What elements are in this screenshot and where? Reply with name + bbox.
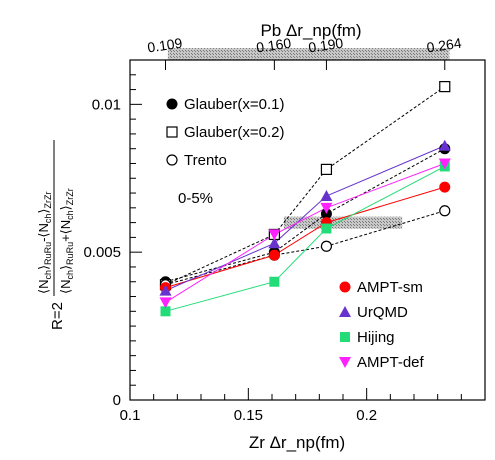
data-point: [320, 202, 333, 214]
top-tick-label: 0.109: [146, 35, 183, 56]
data-point: [439, 205, 451, 217]
x-tick-label: 0.2: [356, 407, 377, 424]
legend-label: AMPT-sm: [357, 279, 423, 296]
legend-marker: [340, 332, 350, 342]
plot-frame: [129, 59, 486, 401]
x-tick-label: 0.1: [120, 407, 141, 424]
top-tick-label: 0.190: [307, 35, 344, 56]
series-line-hijing: [165, 165, 445, 312]
systematic-band-1: [283, 216, 403, 229]
top-tick-label: 0.264: [426, 35, 463, 56]
data-point: [438, 158, 451, 170]
systematic-band-0: [167, 48, 450, 61]
data-point: [159, 297, 172, 309]
data-point: [160, 306, 171, 317]
legend-label: Trento: [184, 152, 227, 169]
y-tick-label: 0.005: [83, 244, 121, 261]
data-point: [269, 276, 280, 287]
legend-marker: [339, 357, 351, 368]
legend-marker: [166, 126, 178, 138]
series-line-urqmd: [165, 145, 445, 292]
legend-marker: [339, 306, 351, 317]
series-line-glauber-x-0-2-: [165, 86, 446, 286]
legend-marker: [166, 98, 178, 110]
top-tick-label: 0.160: [255, 35, 292, 56]
legend-label: Hijing: [357, 329, 395, 346]
svg-text:R=2: R=2: [49, 302, 66, 330]
legend-label: Glauber(x=0.2): [184, 124, 284, 141]
legend-marker: [166, 154, 178, 166]
y-axis-label: R=2 ⟨Nch⟩RuRu-⟨Nch⟩ZrZr ⟨Nch⟩RuRu+⟨Nch⟩Z…: [36, 140, 75, 330]
top-axis-label: Pb Δr_np(fm): [260, 21, 361, 40]
legend-marker: [339, 281, 351, 293]
data-point: [320, 240, 333, 252]
data-point: [320, 163, 333, 175]
series-line-ampt-sm: [165, 186, 445, 289]
legend-label: AMPT-def: [357, 354, 425, 371]
y-tick-label: 0: [113, 392, 121, 409]
legend-label: UrQMD: [357, 304, 408, 321]
data-point: [439, 81, 451, 93]
data-point: [438, 139, 451, 151]
y-tick-label: 0.01: [92, 96, 121, 113]
svg-text:⟨Nch⟩RuRu-⟨Nch⟩ZrZr: ⟨Nch⟩RuRu-⟨Nch⟩ZrZr: [36, 192, 53, 294]
legend-label: Glauber(x=0.1): [184, 96, 284, 113]
data-point: [320, 190, 333, 201]
x-tick-label: 0.15: [234, 407, 263, 424]
data-point: [439, 181, 451, 193]
data-point: [321, 223, 332, 234]
x-axis-label: Zr Δr_np(fm): [249, 433, 345, 452]
data-point: [268, 229, 281, 241]
svg-text:⟨Nch⟩RuRu+⟨Nch⟩ZrZr: ⟨Nch⟩RuRu+⟨Nch⟩ZrZr: [58, 188, 75, 294]
data-point: [268, 237, 281, 249]
data-point: [159, 284, 172, 296]
data-point: [268, 249, 280, 261]
series-line-ampt-def: [165, 163, 445, 303]
centrality-label: 0-5%: [178, 190, 213, 207]
series-line-trento: [165, 210, 445, 286]
